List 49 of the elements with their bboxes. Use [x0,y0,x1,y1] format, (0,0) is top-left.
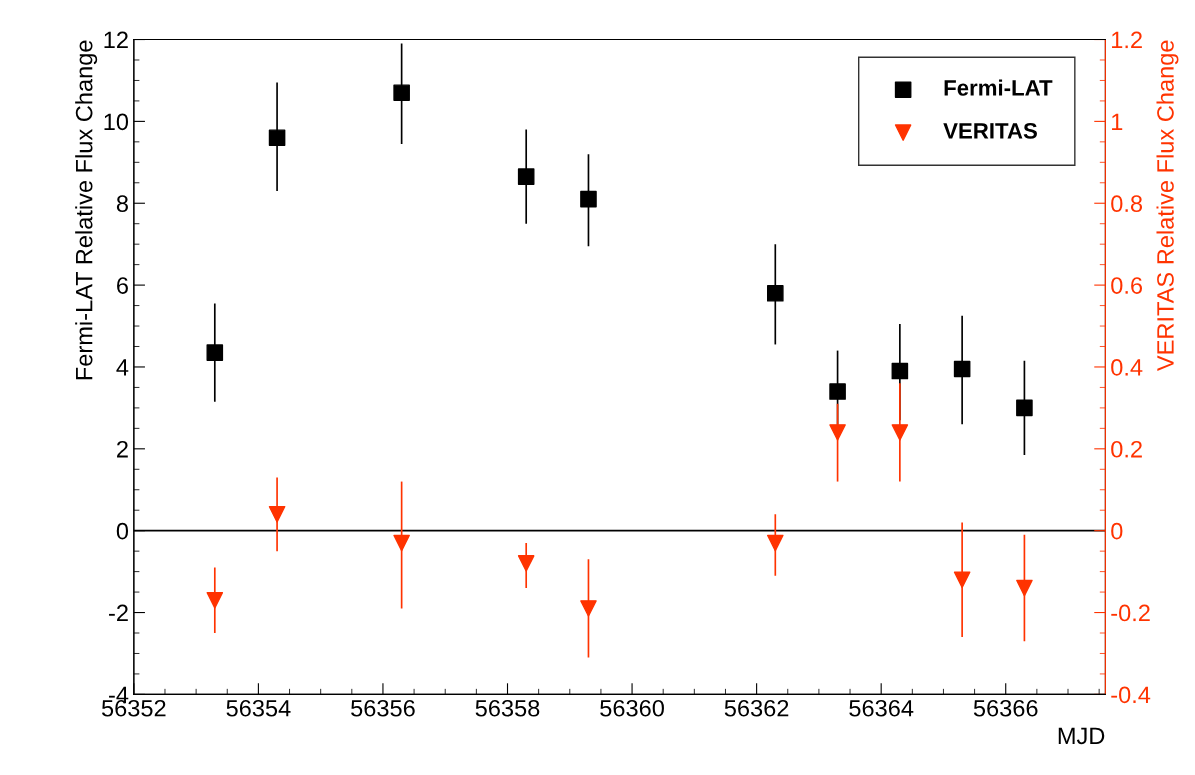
y-tick-label: 2 [117,440,128,458]
x-axis-title: MJD [1058,727,1105,745]
y2-tick-label: 0.4 [1111,359,1143,376]
point [580,600,597,617]
point [1016,399,1033,417]
point [891,424,909,441]
y2-tick-label: 0 [1111,522,1123,540]
y-axis-title: Fermi-LAT Relative Flux Change [75,40,98,380]
x-tick-label: 56360 [600,699,664,717]
y2-tick-label: 0.8 [1111,195,1143,213]
point [393,84,410,102]
point [268,506,286,523]
y-tick-label: 8 [116,195,128,213]
y2-tick-label: 0.6 [1111,277,1143,294]
legend-label: Fermi-LAT [944,79,1053,96]
point [829,424,846,441]
point [580,190,597,208]
y2-tick-label: 0.2 [1111,440,1142,458]
x-tick-label: 56362 [724,699,789,717]
y2-tick-label: -0.4 [1111,686,1151,704]
x-tick-label: 56354 [226,699,291,717]
point [517,168,535,185]
y2-tick-label: 1 [1112,113,1123,130]
point [393,534,410,552]
y-tick-label: 6 [117,277,128,294]
y2-tick-label: -0.2 [1111,604,1150,622]
point [891,362,909,380]
point [829,383,846,400]
x-tick-label: 56366 [973,699,1038,717]
point [206,591,224,609]
point [767,284,784,302]
point [517,555,535,572]
y-tick-label: 12 [104,31,128,49]
y-tick-label: 4 [116,359,129,376]
x-tick-label: 56364 [849,699,914,717]
point [953,571,971,589]
x-tick-label: 56356 [351,699,415,717]
point [206,344,224,361]
legend-label: VERITAS [943,122,1037,139]
point [767,534,784,552]
point [268,129,286,147]
y2-tick-label: 1.2 [1112,31,1142,49]
y-tick-label: 0 [116,522,129,540]
point [1016,579,1033,597]
y-tick-label: 10 [104,113,129,131]
y2-axis-title: VERITAS Relative Flux Change [1156,40,1179,371]
x-tick-label: 56358 [475,699,540,717]
y-tick-label: -2 [109,604,128,622]
point [953,360,971,378]
